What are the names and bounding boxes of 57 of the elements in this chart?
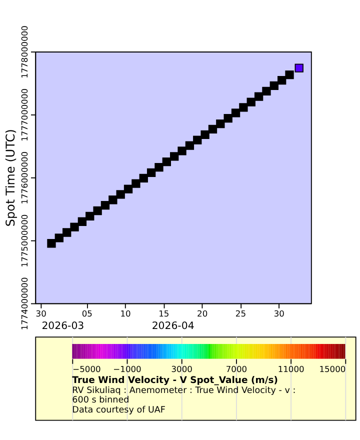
y-tick-label: 1774000000 (19, 277, 30, 330)
y-tick-label: 1775000000 (19, 214, 30, 268)
point (162, 158, 171, 166)
point (231, 108, 240, 118)
text: Data courtesy of UAF (72, 405, 166, 416)
color-bar-label: 7000 (226, 364, 248, 374)
point (200, 130, 210, 139)
point (124, 184, 133, 194)
point (108, 196, 118, 204)
point (139, 174, 148, 182)
x-tick-label: 30 (274, 308, 284, 319)
color-bar-title: True Wind Velocity - V Spot_Value (m/s) (72, 374, 278, 386)
point (70, 222, 79, 232)
color-bar-label: −1000 (113, 364, 142, 374)
text: RV Sikuliaq : Anemometer : True Wind Velocity - v : 600 s binned (72, 386, 296, 406)
point (170, 152, 179, 161)
text: 2026-04 (152, 321, 194, 332)
color-bar-label: −5000 (72, 364, 101, 374)
point (100, 200, 110, 210)
point (254, 92, 264, 101)
point (78, 217, 87, 226)
point (239, 103, 248, 112)
point (116, 190, 125, 199)
color-bar-label: 3000 (171, 364, 192, 374)
point (270, 81, 278, 90)
point (132, 179, 140, 188)
point (246, 98, 256, 106)
point (285, 70, 294, 80)
point (294, 64, 304, 72)
point (278, 76, 286, 85)
point (185, 141, 194, 150)
y-tick-label: 1777000000 (19, 88, 30, 142)
point (178, 146, 186, 156)
x-tick-label: 15 (158, 308, 170, 319)
point (146, 168, 156, 178)
point (54, 234, 64, 242)
y-axis-title: Spot Time (UTC) (3, 129, 18, 227)
point (216, 119, 225, 128)
x-tick-label: 30 (36, 308, 46, 319)
point (93, 206, 102, 216)
point (224, 114, 232, 123)
point (262, 86, 271, 96)
y-tick-label: 1776000000 (19, 151, 30, 204)
point (86, 212, 94, 221)
point (47, 239, 56, 248)
x-tick-label: 20 (197, 308, 208, 319)
point (208, 124, 218, 134)
x-tick-label: 25 (235, 308, 246, 319)
point (62, 228, 72, 237)
color-bar-label: 11000 (278, 364, 304, 374)
text: 2026-03 (42, 321, 84, 332)
x-tick-label: 10 (120, 308, 131, 319)
point (154, 162, 164, 172)
x-tick-label: 05 (82, 308, 92, 319)
point (193, 136, 202, 144)
y-tick-label: 1778000000 (19, 26, 30, 78)
color-bar-label: 15000 (319, 364, 346, 374)
